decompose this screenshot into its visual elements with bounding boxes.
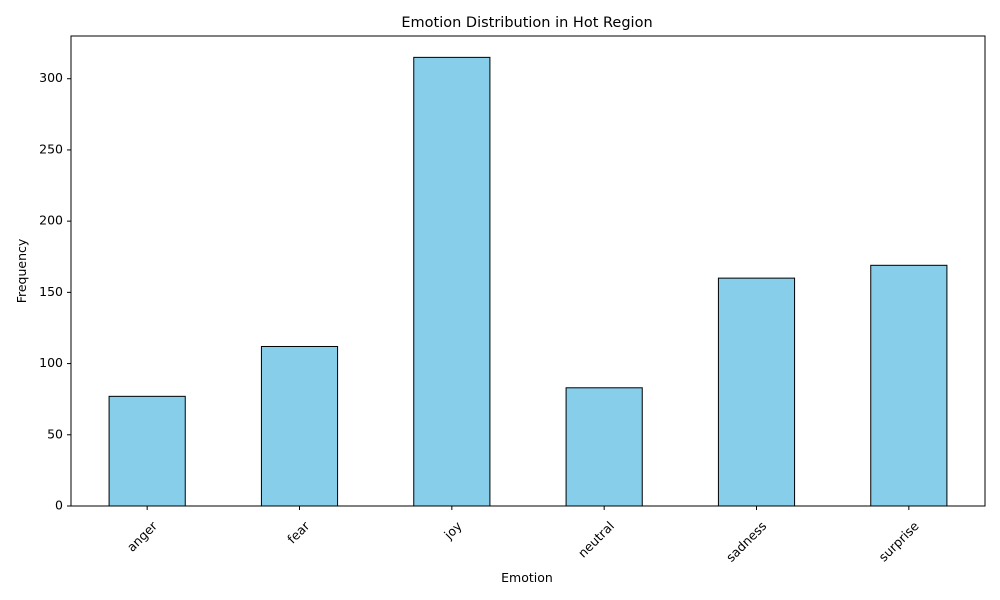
bar-surprise bbox=[870, 264, 948, 507]
bar-sadness bbox=[717, 277, 796, 507]
x-axis-label: Emotion bbox=[501, 570, 553, 585]
x-tick-label: surprise bbox=[876, 518, 922, 564]
chart-title: Emotion Distribution in Hot Region bbox=[401, 15, 652, 31]
bar-group bbox=[108, 56, 948, 507]
x-tick-label: joy bbox=[440, 518, 465, 543]
y-tick-label: 100 bbox=[39, 355, 63, 370]
y-axis-ticks: 0 50 100 150 200 250 300 bbox=[39, 70, 71, 513]
x-tick-label: fear bbox=[284, 518, 313, 547]
y-tick-label: 300 bbox=[39, 70, 63, 85]
bar-anger bbox=[108, 395, 186, 507]
x-tick-label: sadness bbox=[723, 518, 769, 564]
y-axis-label: Frequency bbox=[14, 238, 29, 303]
y-tick-label: 50 bbox=[47, 426, 63, 441]
y-tick-label: 200 bbox=[39, 213, 63, 228]
y-tick-label: 250 bbox=[39, 141, 63, 156]
y-tick-label: 150 bbox=[39, 284, 63, 299]
x-tick-label: neutral bbox=[575, 518, 617, 560]
x-tick-label: anger bbox=[124, 518, 161, 555]
plot-area-frame bbox=[70, 35, 986, 507]
bar-joy bbox=[413, 56, 491, 507]
bar-neutral bbox=[565, 387, 643, 507]
y-tick-label: 0 bbox=[55, 498, 63, 513]
bar-fear bbox=[260, 345, 339, 507]
x-axis-ticks: anger fear joy neutral sadness surprise bbox=[124, 506, 922, 565]
